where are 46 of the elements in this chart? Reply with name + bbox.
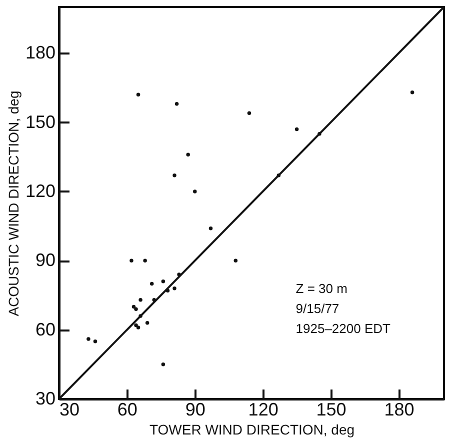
point (166, 288, 170, 292)
point (136, 326, 140, 330)
point (318, 132, 322, 136)
y-tick-label: 60 (35, 319, 56, 340)
point (130, 258, 134, 263)
x-axis-title: TOWER WIND DIRECTION, deg (149, 422, 355, 438)
point (294, 127, 299, 132)
point (186, 152, 190, 156)
point (93, 339, 98, 344)
point (410, 90, 414, 94)
point (132, 304, 136, 309)
point (234, 258, 238, 263)
annotation: 1925–2200 EDT (296, 321, 391, 336)
x-tick-label: 60 (117, 400, 138, 420)
point (134, 307, 138, 311)
point (161, 280, 166, 284)
point (138, 298, 142, 302)
annotation: Z = 30 m (296, 281, 348, 296)
x-tick-label: 180 (384, 400, 414, 420)
point (136, 92, 140, 96)
y-axis-title: ACOUSTIC WIND DIRECTION, deg (5, 90, 22, 316)
point (138, 314, 142, 318)
y-tick-label: 120 (25, 180, 56, 201)
x-tick-label: 90 (185, 400, 206, 420)
x-tick-label: 150 (316, 400, 346, 420)
point (145, 321, 150, 325)
point (208, 226, 213, 230)
point (247, 111, 252, 115)
point (143, 258, 147, 263)
y-tick-label: 150 (25, 112, 56, 132)
point (134, 323, 138, 328)
point (152, 298, 156, 302)
point (150, 282, 154, 286)
annotation: 9/15/77 (296, 301, 340, 316)
x-tick-label: 30 (60, 400, 80, 420)
y-tick-label: 180 (25, 42, 56, 63)
point (172, 173, 176, 178)
point (276, 173, 281, 178)
point (172, 286, 176, 290)
point (86, 337, 90, 341)
point (177, 272, 181, 276)
point (161, 362, 166, 366)
y-tick-label: 90 (35, 250, 56, 270)
point (174, 102, 179, 106)
x-tick-label: 120 (248, 400, 278, 420)
point (193, 190, 197, 194)
